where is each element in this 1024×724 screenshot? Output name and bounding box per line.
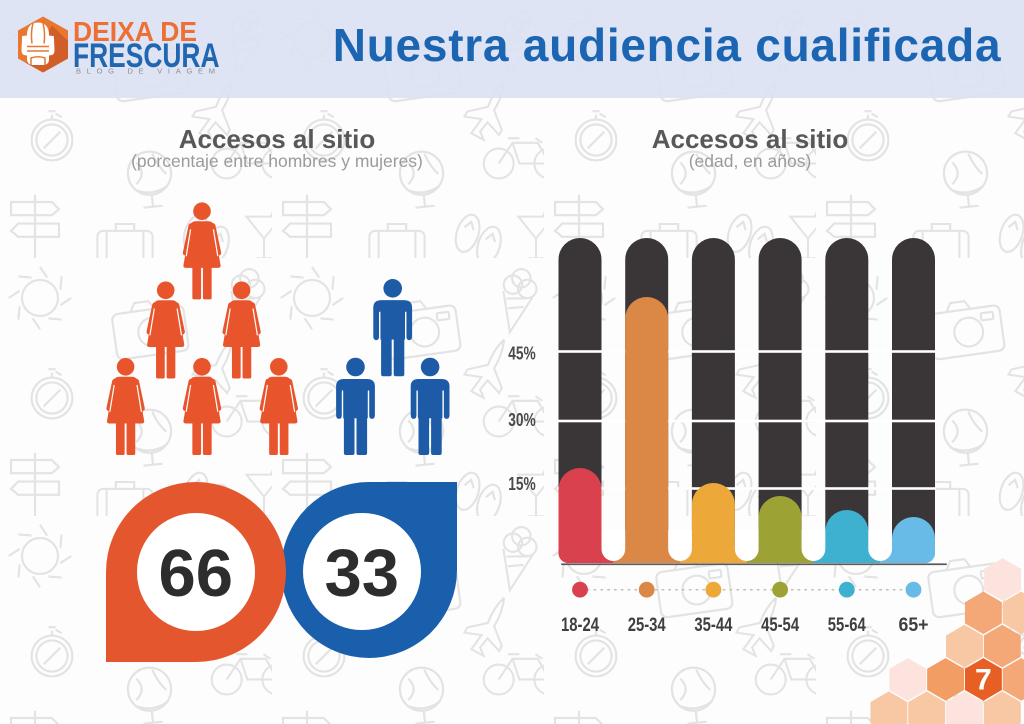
svg-text:FRESCURA: FRESCURA (73, 37, 220, 75)
svg-text:15%: 15% (508, 474, 536, 494)
svg-text:25-34: 25-34 (628, 615, 666, 636)
svg-text:30%: 30% (508, 410, 536, 430)
svg-text:65+: 65+ (899, 615, 929, 636)
svg-text:DEIXA DE: DEIXA DE (73, 16, 197, 47)
svg-text:55-64: 55-64 (828, 615, 866, 636)
svg-text:35-44: 35-44 (694, 615, 732, 636)
svg-text:45%: 45% (508, 344, 536, 364)
svg-text:18-24: 18-24 (561, 615, 599, 636)
svg-text:45-54: 45-54 (761, 615, 799, 636)
svg-text:7: 7 (975, 664, 992, 697)
